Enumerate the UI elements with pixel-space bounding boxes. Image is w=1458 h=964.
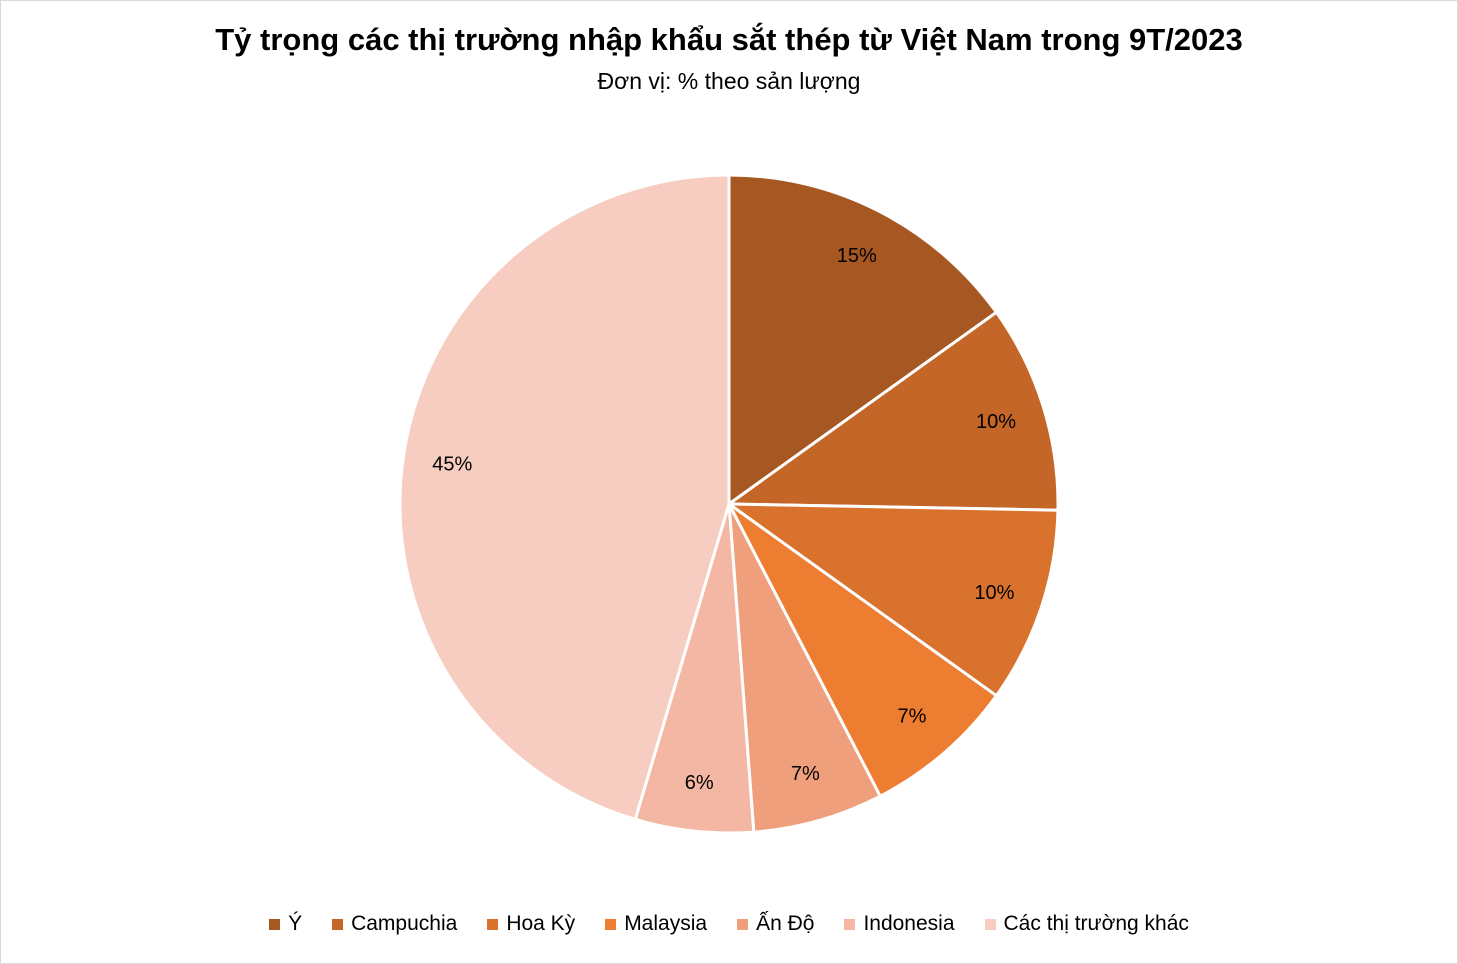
legend-label: Hoa Kỳ — [506, 912, 576, 935]
legend-swatch — [737, 918, 749, 930]
data-label: 7% — [897, 706, 926, 728]
legend-item: Các thị trường khác — [984, 912, 1189, 936]
data-label: 45% — [432, 454, 472, 476]
legend-item: Ý — [269, 912, 302, 936]
chart-subtitle: Đơn vị: % theo sản lượng — [597, 68, 861, 94]
legend-swatch — [332, 918, 344, 930]
data-label: 10% — [976, 411, 1016, 433]
legend-label: Các thị trường khác — [1003, 912, 1189, 935]
pie-slice — [727, 173, 999, 507]
chart-title: Tỷ trọng các thị trường nhập khẩu sắt th… — [215, 22, 1243, 57]
pie-slice — [724, 502, 1060, 698]
pie-slices — [398, 173, 1060, 835]
legend-item: Ấn Độ — [737, 912, 814, 936]
legend: Ý Campuchia Hoa Kỳ Malaysia Ấn Độ Indonesia Cá… — [0, 912, 1458, 936]
legend-label: Indonesia — [863, 912, 955, 935]
legend-label: Malaysia — [624, 912, 708, 935]
data-label: 15% — [837, 245, 877, 267]
data-label: 10% — [974, 582, 1014, 604]
legend-item: Hoa Kỳ — [487, 912, 575, 936]
legend-swatch — [487, 918, 499, 930]
pie-slice — [727, 503, 883, 834]
legend-swatch — [605, 918, 617, 930]
data-label: 7% — [791, 763, 820, 785]
pie-slice — [724, 310, 1060, 512]
legend-label: Ý — [288, 912, 303, 935]
legend-item: Malaysia — [605, 912, 707, 936]
data-labels: 15% 10% 10% 7% 7% 6% 45% — [432, 245, 1016, 794]
pie-slice — [727, 502, 999, 799]
legend-label: Campuchia — [351, 912, 458, 935]
legend-item: Indonesia — [844, 912, 955, 936]
legend-swatch — [269, 918, 281, 930]
legend-swatch — [984, 918, 996, 930]
legend-swatch — [844, 918, 856, 930]
legend-item: Campuchia — [332, 912, 457, 936]
data-label: 6% — [685, 772, 714, 794]
legend-label: Ấn Độ — [756, 912, 815, 935]
pie-slice — [398, 173, 731, 822]
